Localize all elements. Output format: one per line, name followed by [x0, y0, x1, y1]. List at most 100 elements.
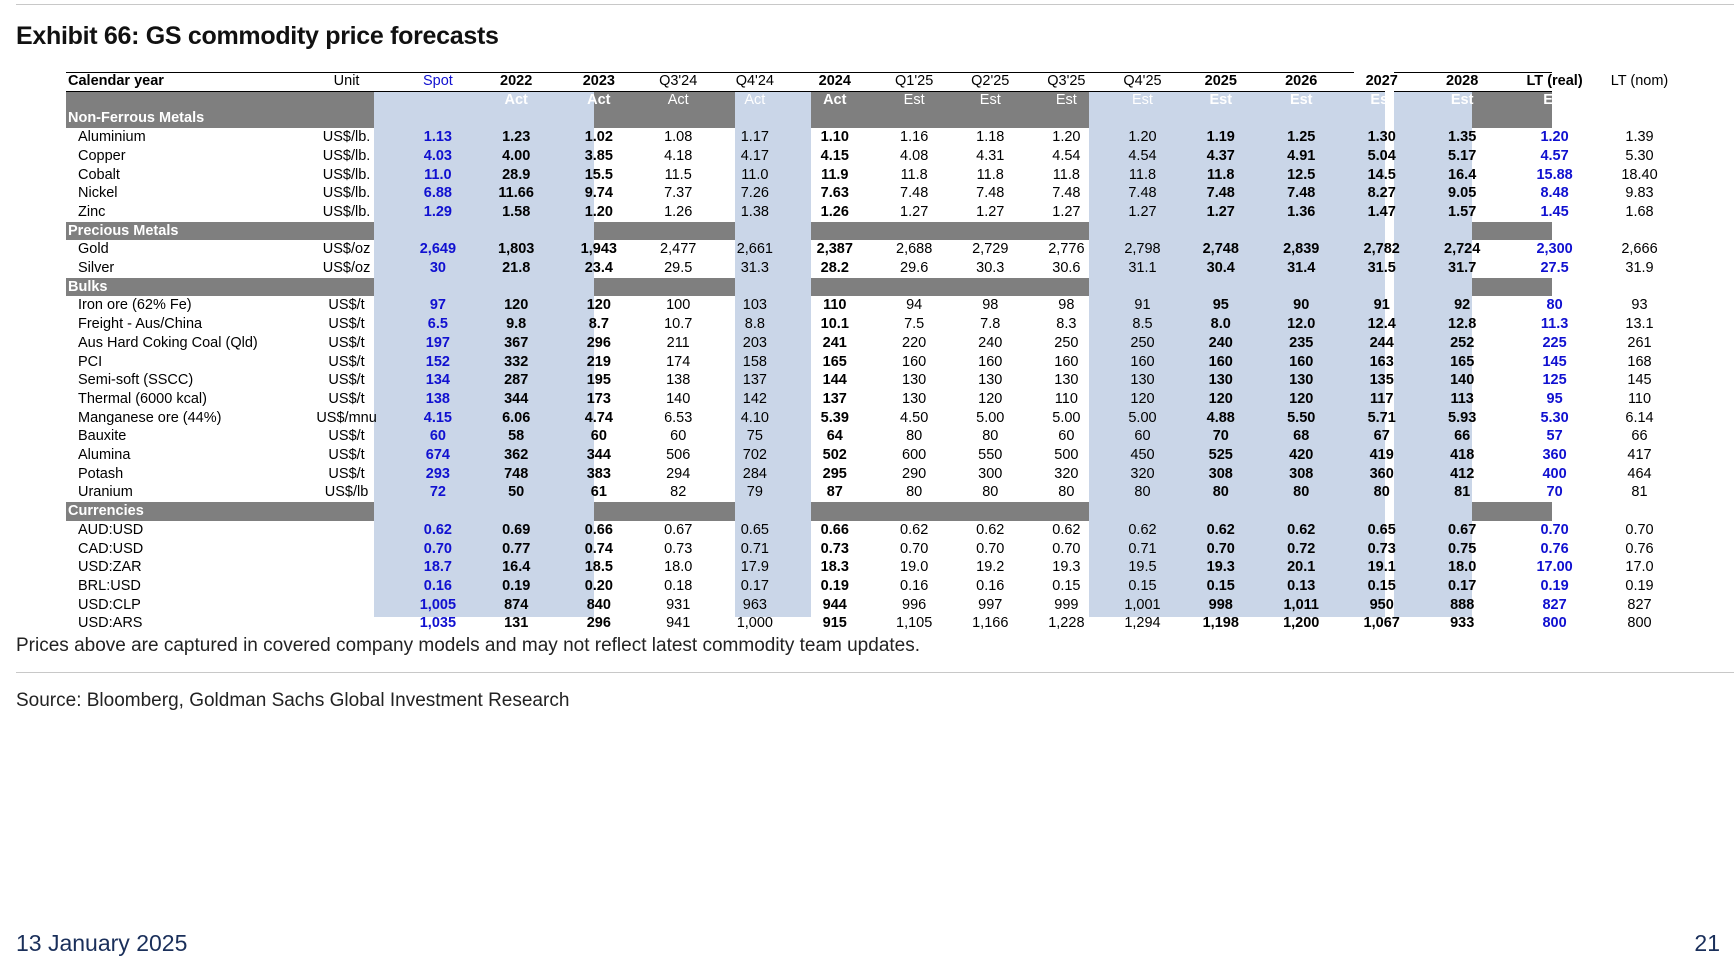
table-cell: 294: [666, 465, 691, 482]
lt-nom-cell: 0.76: [1625, 540, 1654, 557]
table-cell: 1.20: [1052, 129, 1081, 146]
table-cell: 130: [1208, 372, 1233, 389]
table-cell: 130: [1054, 372, 1079, 389]
table-cell: 1,011: [1283, 596, 1319, 613]
table-cell: 1.35: [1448, 129, 1477, 146]
header-label: Calendar year: [68, 73, 164, 89]
table-cell: 30.6: [1052, 260, 1081, 277]
table-cell: 165: [1450, 353, 1475, 370]
table-cell: 160: [1130, 353, 1155, 370]
table-cell: [1502, 184, 1512, 203]
table-cell: 0.20: [584, 577, 613, 594]
table-cell: 80: [906, 428, 923, 445]
column-subheader: [1502, 91, 1512, 110]
table-cell: 11.8: [1128, 166, 1157, 183]
table-cell: 31.5: [1367, 260, 1396, 277]
table-cell: 1.38: [740, 203, 769, 220]
table-row: Aus Hard Coking Coal (Qld) US$/t 197 367 296…: [66, 334, 1682, 353]
table-cell: 6.06: [502, 409, 531, 426]
unit-cell: US$/oz: [322, 241, 371, 258]
table-cell: 11.9: [821, 166, 849, 183]
table-cell: 4.54: [1052, 147, 1081, 164]
table-cell: 0.62: [1206, 521, 1235, 538]
table-cell: 103: [742, 297, 767, 314]
table-cell: [1502, 558, 1512, 577]
unit-cell: [292, 596, 401, 615]
table-cell: 1.57: [1448, 203, 1477, 220]
column-subheader: Act: [587, 91, 611, 108]
table-cell: 2,387: [816, 241, 853, 258]
table-row: Manganese ore (44%) US$/mnu 4.15 6.06 4.74 6.…: [66, 409, 1682, 428]
column-header: 2025: [1204, 73, 1237, 89]
table-cell: 11.8: [1052, 166, 1080, 183]
table-row: Copper US$/lb. 4.03 4.00 3.85 4.18 4.17 4.15 4.0…: [66, 147, 1682, 166]
table-cell: 4.17: [740, 147, 769, 164]
column-header: LT (real): [1526, 73, 1583, 89]
table-cell: 840: [586, 596, 611, 613]
table-cell: 235: [1289, 334, 1314, 351]
table-cell: 19.0: [900, 559, 929, 576]
table-cell: 0.71: [1128, 540, 1157, 557]
unit-cell: [292, 577, 401, 596]
table-cell: 130: [902, 390, 927, 407]
table-cell: 80: [906, 484, 923, 501]
shade-2024-column: [735, 91, 811, 617]
table-cell: 120: [586, 297, 611, 314]
table-cell: 82: [670, 484, 687, 501]
table-cell: 0.15: [1367, 577, 1396, 594]
table-cell: 120: [1130, 390, 1155, 407]
table-cell: 137: [822, 390, 847, 407]
table-cell: 0.15: [1206, 577, 1235, 594]
table-cell: 165: [822, 353, 847, 370]
row-label: Nickel: [78, 185, 118, 202]
spot-cell: 1,035: [419, 615, 457, 632]
table-cell: 160: [1054, 353, 1079, 370]
table-cell: 0.65: [740, 521, 769, 538]
table-cell: 7.48: [1206, 185, 1235, 202]
table-cell: 98: [1058, 297, 1075, 314]
lt-real-cell: 800: [1542, 615, 1567, 632]
column-header: [1502, 72, 1512, 91]
table-cell: 0.66: [584, 521, 613, 538]
table-cell: 0.62: [1287, 521, 1316, 538]
table-cell: 1,001: [1124, 596, 1161, 613]
table-cell: 1.27: [1206, 203, 1235, 220]
row-label: Silver: [78, 260, 115, 277]
column-header: 2023: [582, 73, 615, 89]
table-cell: 996: [902, 596, 927, 613]
table-cell: 0.13: [1287, 577, 1316, 594]
lt-nom-cell: 6.14: [1625, 409, 1654, 426]
shade-2022-2023-columns: [442, 91, 594, 617]
table-cell: 296: [586, 334, 611, 351]
table-cell: 80: [982, 484, 999, 501]
unit-cell: US$/mnu: [316, 409, 377, 426]
table-cell: 0.65: [1367, 521, 1396, 538]
table-cell: 0.66: [820, 521, 849, 538]
table-cell: 1.02: [584, 129, 613, 146]
lt-real-cell: 145: [1542, 353, 1567, 370]
table-cell: [1502, 315, 1512, 334]
table-cell: 16.4: [1448, 166, 1477, 183]
column-subheader: Act: [667, 91, 689, 108]
spot-cell: 97: [429, 297, 446, 314]
table-cell: 0.15: [1128, 577, 1157, 594]
table-cell: 506: [666, 447, 691, 464]
table-cell: 120: [504, 297, 529, 314]
table-cell: 91: [1373, 297, 1390, 314]
table-cell: 174: [666, 353, 691, 370]
table-cell: 10.1: [820, 316, 849, 333]
table-cell: 120: [1289, 390, 1314, 407]
table-cell: 1,228: [1048, 615, 1085, 632]
lt-nom-cell: 18.40: [1621, 166, 1658, 183]
table-cell: 19.3: [1052, 559, 1081, 576]
column-subheader: Est: [903, 91, 925, 108]
column-subheader: Est: [1132, 91, 1153, 108]
table-cell: 1.27: [900, 203, 929, 220]
lt-nom-cell: 93: [1631, 297, 1648, 314]
lt-real-cell: 15.88: [1536, 166, 1573, 183]
table-cell: 1,105: [896, 615, 933, 632]
table-cell: 915: [822, 615, 847, 632]
table-cell: 4.18: [664, 147, 693, 164]
table-cell: 290: [902, 465, 927, 482]
table-cell: 963: [742, 596, 767, 613]
